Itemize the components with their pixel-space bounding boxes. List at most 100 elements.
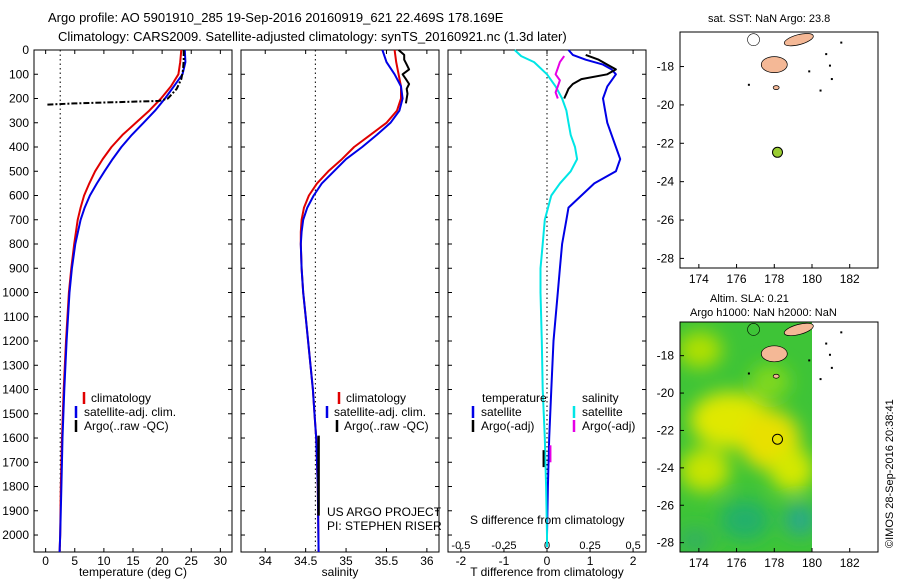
depth-tick-label: 600 (9, 189, 29, 203)
x-tick-label: 1 (587, 554, 594, 568)
lon-tick-label: 174 (689, 556, 709, 570)
series-line-climatology (58, 49, 183, 553)
lat-tick-label: -24 (657, 461, 675, 475)
small-island (747, 83, 750, 86)
legend-label-satellite: satellite-adj. clim. (84, 405, 176, 419)
reef-outline (747, 323, 760, 336)
profile-panel-0: 0 5 10 15 20 25 300100200300400500600700800900… (2, 43, 232, 568)
legend-label-temp-argo: Argo(-adj) (481, 419, 534, 433)
lat-tick-label: -28 (657, 251, 675, 265)
x-tick-label: -2 (456, 554, 467, 568)
depth-tick-label: 2000 (2, 528, 29, 542)
series-line-salinity-argo-adj (554, 55, 566, 99)
legend-label-temp-satellite: satellite (481, 405, 522, 419)
series-line-temperature-argo-adj (563, 53, 617, 99)
lat-tick-label: -24 (657, 175, 675, 189)
profile-title: Argo profile: AO 5901910_285 19-Sep-2016… (48, 10, 504, 25)
depth-tick-label: 700 (9, 213, 29, 227)
lon-tick-label: 182 (840, 272, 860, 286)
x-tick-label: 15 (126, 554, 140, 568)
island-vanua-levu (783, 33, 814, 47)
lat-tick-label: -26 (657, 498, 675, 512)
small-island (828, 64, 831, 67)
depth-tick-label: 900 (9, 261, 29, 275)
series-line-salinity-satellite (514, 49, 579, 548)
sst-map-title: sat. SST: NaN Argo: 23.8 (708, 13, 830, 25)
small-island (828, 353, 831, 356)
small-island (830, 78, 833, 81)
depth-tick-label: 1400 (2, 383, 29, 397)
small-island (825, 53, 828, 56)
project-pi: PI: STEPHEN RISER (327, 519, 442, 533)
small-island (808, 359, 811, 362)
imos-watermark: ©IMOS 28-Sep-2016 20:38:41 (884, 399, 896, 548)
lon-tick-label: 180 (802, 272, 822, 286)
lon-tick-label: 176 (727, 556, 747, 570)
lat-tick-label: -20 (657, 386, 675, 400)
legend-label-satellite: satellite-adj. clim. (334, 405, 426, 419)
series-line-satellite-adj-clim (58, 49, 187, 553)
salinity-plot-frame (240, 49, 440, 553)
lat-tick-label: -26 (657, 213, 675, 227)
small-island (825, 342, 828, 345)
x-tick-label: 36 (420, 554, 434, 568)
argo-float-marker (771, 146, 783, 158)
lon-tick-label: 176 (727, 272, 747, 286)
lon-tick-label: 174 (689, 272, 709, 286)
island-kadavu (772, 85, 780, 90)
difference-axis-label: T difference from climatology (470, 565, 624, 579)
salinity-axis-label: salinity (322, 565, 359, 579)
profile-panel-2: -2 -1 0 1 2-0.5 -0.25 0 0.25 0.5 (448, 49, 646, 568)
depth-tick-label: 500 (9, 164, 29, 178)
depth-tick-label: 1200 (2, 334, 29, 348)
x-tick-label: -1 (499, 554, 510, 568)
small-island (819, 378, 822, 381)
salinity-legend: climatology satellite-adj. clim. Argo(..… (325, 391, 429, 433)
lat-tick-label: -18 (657, 349, 675, 363)
x-tick-label: 5 (71, 554, 78, 568)
small-island (830, 366, 833, 369)
depth-tick-label: 1600 (2, 431, 29, 445)
small-island (747, 372, 750, 375)
small-island (808, 70, 811, 73)
temperature-axis-label: temperature (deg C) (79, 565, 187, 579)
legend-header-salinity: salinity (582, 391, 619, 405)
depth-tick-label: 1900 (2, 504, 29, 518)
series-line-temperature-satellite (546, 49, 622, 548)
climatology-subtitle: Climatology: CARS2009. Satellite-adjuste… (58, 29, 567, 44)
s-diff-tick-label: -0.5 (451, 540, 470, 552)
lat-tick-label: -18 (657, 60, 675, 74)
x-tick-label: 10 (97, 554, 111, 568)
small-island (819, 89, 822, 92)
x-tick-label: 30 (214, 554, 228, 568)
legend-label-sal-satellite: satellite (582, 405, 623, 419)
sla-map-frame (679, 321, 879, 553)
x-tick-label: 20 (155, 554, 169, 568)
x-tick-label: 0 (42, 554, 49, 568)
difference-sublabel: S difference from climatology (470, 513, 625, 527)
lat-tick-label: -22 (657, 136, 675, 150)
depth-tick-label: 1800 (2, 480, 29, 494)
x-tick-label: 35.5 (375, 554, 399, 568)
sla-map-title-line2: Argo h1000: NaN h2000: NaN (690, 307, 837, 319)
reef-outline (747, 33, 760, 46)
project-name: US ARGO PROJECT (327, 505, 442, 519)
series-line-satellite-adj-clim (299, 49, 404, 553)
depth-tick-label: 1000 (2, 286, 29, 300)
island-kadavu (772, 373, 780, 379)
argo-float-marker (771, 433, 783, 445)
x-tick-label: 35 (339, 554, 353, 568)
profile-panel-1: 34 34.5 35 35.5 36 (241, 49, 439, 568)
lat-tick-label: -28 (657, 536, 675, 550)
sla-heatmap (680, 322, 812, 552)
legend-label-sal-argo: Argo(-adj) (582, 419, 635, 433)
island-vanua-levu (783, 322, 814, 337)
x-tick-label: 34.5 (294, 554, 318, 568)
island-viti-levu (760, 345, 788, 363)
series-line-climatology (299, 49, 402, 553)
legend-header-temperature: temperature (482, 391, 547, 405)
depth-tick-label: 200 (9, 92, 29, 106)
x-tick-label: 2 (630, 554, 637, 568)
